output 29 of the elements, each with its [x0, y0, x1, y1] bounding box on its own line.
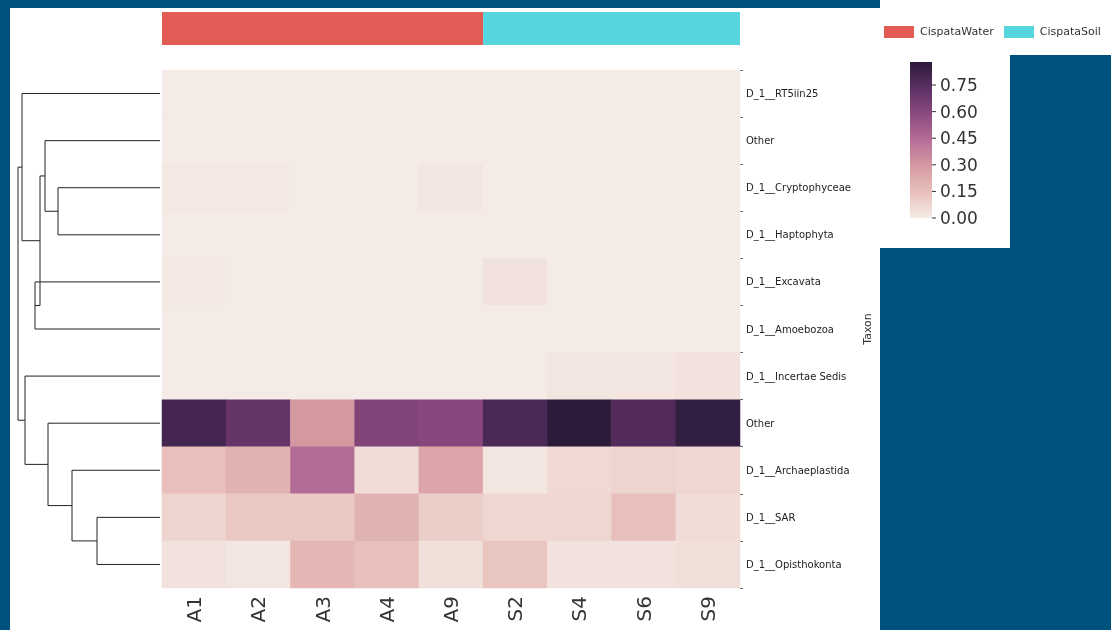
y-axis-title: Taxon — [860, 313, 874, 346]
y-tick-label: D_1__Amoebozoa — [746, 323, 834, 336]
text: CispataWater — [920, 25, 994, 38]
x-tick-label: A9 — [439, 596, 463, 623]
x-tick-label: A3 — [310, 596, 335, 623]
x-tick-label: S4 — [567, 596, 592, 622]
x-tick-label: S6 — [631, 596, 656, 622]
y-tick-label: D_1__RT5iin25 — [746, 88, 819, 101]
color-bar-label: 0.75 — [940, 75, 978, 96]
color-bar-label: 0.45 — [940, 128, 978, 149]
color-bar-label: 0.00 — [940, 208, 978, 228]
color-bar-label: 0.60 — [940, 101, 978, 122]
y-tick-label: D_1__SAR — [746, 511, 796, 524]
y-tick-label: D_1__Incertae Sedis — [746, 370, 847, 383]
x-tick-label: S9 — [695, 596, 720, 622]
text: CispataSoil — [1039, 25, 1101, 38]
y-tick-label: Other — [746, 135, 776, 147]
y-tick-label: D_1__Opisthokonta — [746, 558, 842, 571]
y-tick-label: D_1__Archaeplastida — [746, 464, 850, 477]
x-tick-label: S2 — [503, 596, 528, 622]
x-tick-label: A2 — [246, 596, 271, 623]
y-tick-label: D_1__Cryptophyceae — [746, 182, 851, 195]
y-tick-label: D_1__Haptophyta — [746, 229, 834, 242]
x-tick-label: A1 — [182, 596, 207, 623]
y-tick-label: D_1__Excavata — [746, 276, 821, 289]
x-tick-label: A4 — [374, 596, 399, 623]
color-bar-label: 0.30 — [940, 154, 978, 175]
y-tick-label: Other — [746, 417, 776, 429]
color-bar-label: 0.15 — [940, 181, 978, 202]
